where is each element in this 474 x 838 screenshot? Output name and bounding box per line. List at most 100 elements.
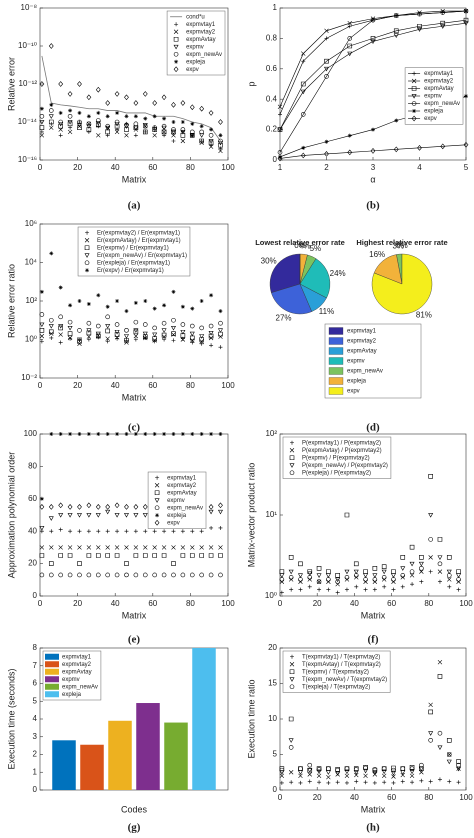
marker bbox=[208, 504, 214, 510]
x-tick-label: 100 bbox=[459, 599, 473, 608]
marker bbox=[180, 304, 185, 309]
marker bbox=[446, 759, 452, 765]
marker bbox=[49, 125, 54, 130]
x-axis-label: α bbox=[370, 174, 375, 184]
marker bbox=[307, 571, 313, 577]
marker bbox=[95, 323, 101, 329]
marker bbox=[335, 579, 340, 585]
panel-label: (f) bbox=[368, 634, 379, 646]
marker bbox=[39, 545, 45, 550]
marker bbox=[218, 502, 223, 509]
marker bbox=[437, 730, 443, 736]
marker bbox=[218, 545, 223, 550]
marker bbox=[288, 738, 294, 743]
marker bbox=[105, 328, 110, 334]
marker bbox=[428, 537, 433, 542]
marker bbox=[428, 702, 433, 708]
y-tick-label: 10 bbox=[268, 714, 277, 723]
marker bbox=[171, 545, 176, 550]
marker bbox=[133, 328, 139, 333]
legend-marker bbox=[411, 115, 417, 122]
y-tick-label: 60 bbox=[28, 494, 37, 503]
marker bbox=[463, 8, 469, 14]
marker bbox=[208, 132, 214, 138]
marker bbox=[77, 432, 82, 436]
pie-slice bbox=[269, 253, 301, 293]
marker bbox=[114, 91, 120, 97]
marker bbox=[218, 331, 223, 337]
legend-marker bbox=[85, 268, 90, 273]
marker bbox=[105, 304, 110, 309]
marker bbox=[347, 36, 353, 41]
legend-swatch bbox=[45, 661, 59, 668]
legend-marker bbox=[289, 677, 295, 682]
marker bbox=[143, 116, 148, 121]
x-tick-label: 0 bbox=[38, 163, 43, 172]
marker bbox=[96, 545, 101, 550]
marker bbox=[49, 251, 54, 256]
marker bbox=[58, 332, 63, 337]
marker bbox=[86, 114, 91, 119]
y-tick-label: 10⁰ bbox=[265, 591, 277, 600]
marker bbox=[161, 328, 167, 333]
marker bbox=[419, 565, 424, 571]
marker bbox=[446, 555, 452, 560]
marker bbox=[277, 150, 283, 155]
marker bbox=[180, 130, 186, 135]
marker bbox=[95, 122, 101, 128]
marker bbox=[162, 529, 167, 534]
marker bbox=[142, 513, 148, 518]
marker bbox=[199, 341, 204, 346]
legend-marker bbox=[155, 475, 160, 480]
marker bbox=[86, 545, 92, 550]
y-tick-label: 0.6 bbox=[266, 64, 278, 73]
marker bbox=[48, 43, 54, 49]
y-tick-label: 6 bbox=[33, 679, 38, 688]
marker bbox=[456, 573, 462, 578]
marker bbox=[353, 569, 359, 575]
marker bbox=[124, 572, 129, 578]
marker bbox=[372, 573, 378, 578]
marker bbox=[133, 432, 138, 436]
marker bbox=[409, 766, 415, 771]
y-axis-label: Execution time ratio bbox=[246, 679, 256, 758]
x-tick-label: 1 bbox=[278, 163, 283, 172]
marker bbox=[288, 575, 294, 580]
marker bbox=[288, 745, 294, 750]
marker bbox=[324, 139, 329, 144]
marker bbox=[278, 154, 282, 159]
y-tick-label: 10⁻¹⁴ bbox=[18, 117, 38, 126]
x-tick-label: 60 bbox=[148, 599, 157, 608]
marker bbox=[105, 504, 111, 510]
marker bbox=[218, 572, 223, 578]
marker bbox=[218, 309, 223, 314]
marker bbox=[400, 573, 406, 578]
legend-swatch bbox=[45, 683, 59, 690]
marker bbox=[437, 561, 443, 567]
marker bbox=[39, 333, 45, 339]
marker bbox=[298, 766, 303, 771]
marker bbox=[353, 767, 359, 772]
marker bbox=[133, 300, 138, 305]
marker bbox=[417, 144, 422, 151]
y-tick-label: 10⁻¹⁶ bbox=[18, 155, 37, 164]
legend-label: expmAvtay bbox=[347, 349, 377, 355]
line bbox=[279, 22, 467, 130]
pie-title: Highest relative error rate bbox=[356, 238, 447, 247]
marker bbox=[217, 328, 223, 333]
x-tick-label: 80 bbox=[186, 599, 195, 608]
marker bbox=[58, 502, 64, 509]
legend-label: T(expm_newAv) / T(expmvtay2) bbox=[302, 677, 387, 683]
legend-marker bbox=[85, 230, 90, 235]
marker bbox=[39, 553, 45, 558]
marker bbox=[307, 779, 312, 784]
marker bbox=[419, 569, 424, 574]
marker bbox=[307, 762, 313, 768]
marker bbox=[133, 133, 138, 138]
y-tick-label: 10⁴ bbox=[25, 258, 38, 267]
marker bbox=[437, 659, 443, 665]
marker bbox=[316, 767, 322, 772]
y-tick-label: 10⁶ bbox=[25, 219, 37, 228]
marker bbox=[326, 766, 331, 771]
y-tick-label: 1 bbox=[33, 767, 38, 776]
